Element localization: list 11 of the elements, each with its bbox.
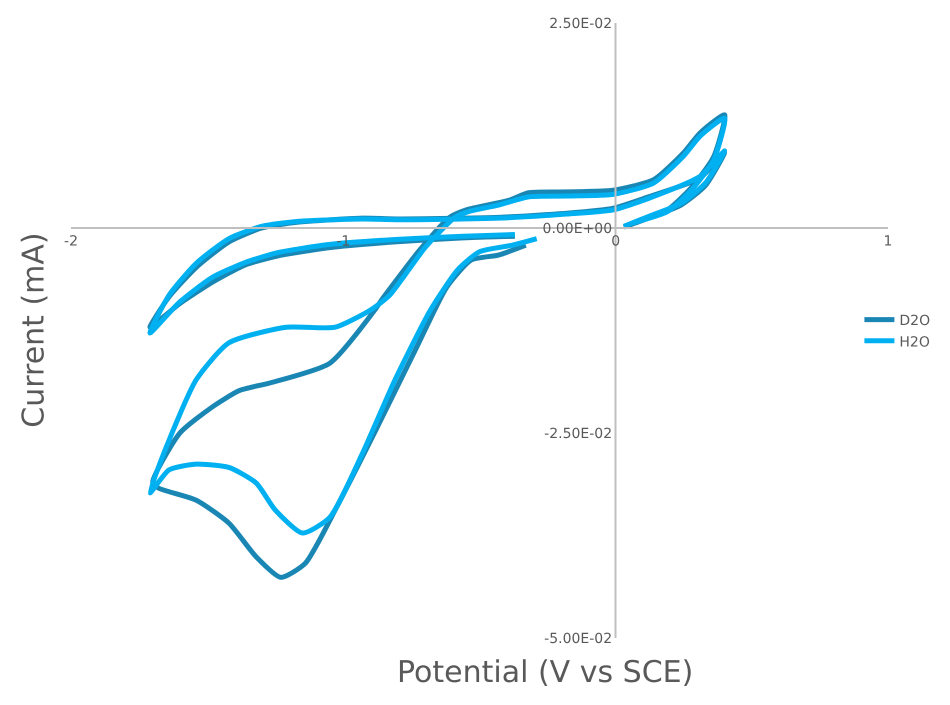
x-tick-label: 1 (884, 234, 892, 250)
y-tick-label: 0.00E+00 (542, 220, 612, 237)
y-tick-label: -5.00E-02 (544, 630, 612, 647)
legend-label: D2O (899, 313, 930, 330)
legend-label: H2O (899, 334, 930, 350)
y-tick-label: -2.50E-02 (544, 426, 612, 442)
x-tick-label: 0 (611, 234, 620, 250)
x-axis-title: Potential (V vs SCE) (397, 655, 694, 690)
y-tick-label: 2.50E-02 (549, 16, 612, 32)
x-tick-label: -2 (64, 234, 78, 250)
y-axis-title: Current (mA) (16, 232, 52, 428)
